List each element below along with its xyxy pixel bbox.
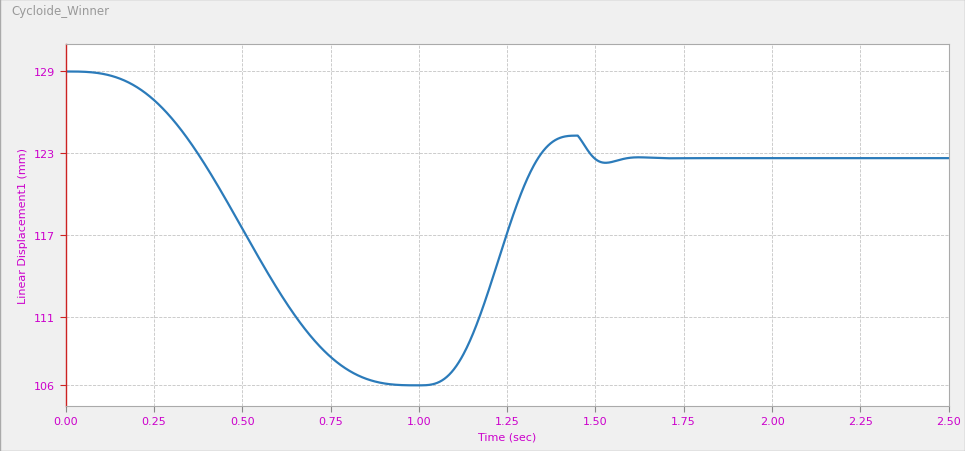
Y-axis label: Linear Displacement1 (mm): Linear Displacement1 (mm) bbox=[18, 147, 28, 304]
X-axis label: Time (sec): Time (sec) bbox=[478, 432, 537, 442]
Text: Cycloide_Winner: Cycloide_Winner bbox=[12, 5, 110, 18]
